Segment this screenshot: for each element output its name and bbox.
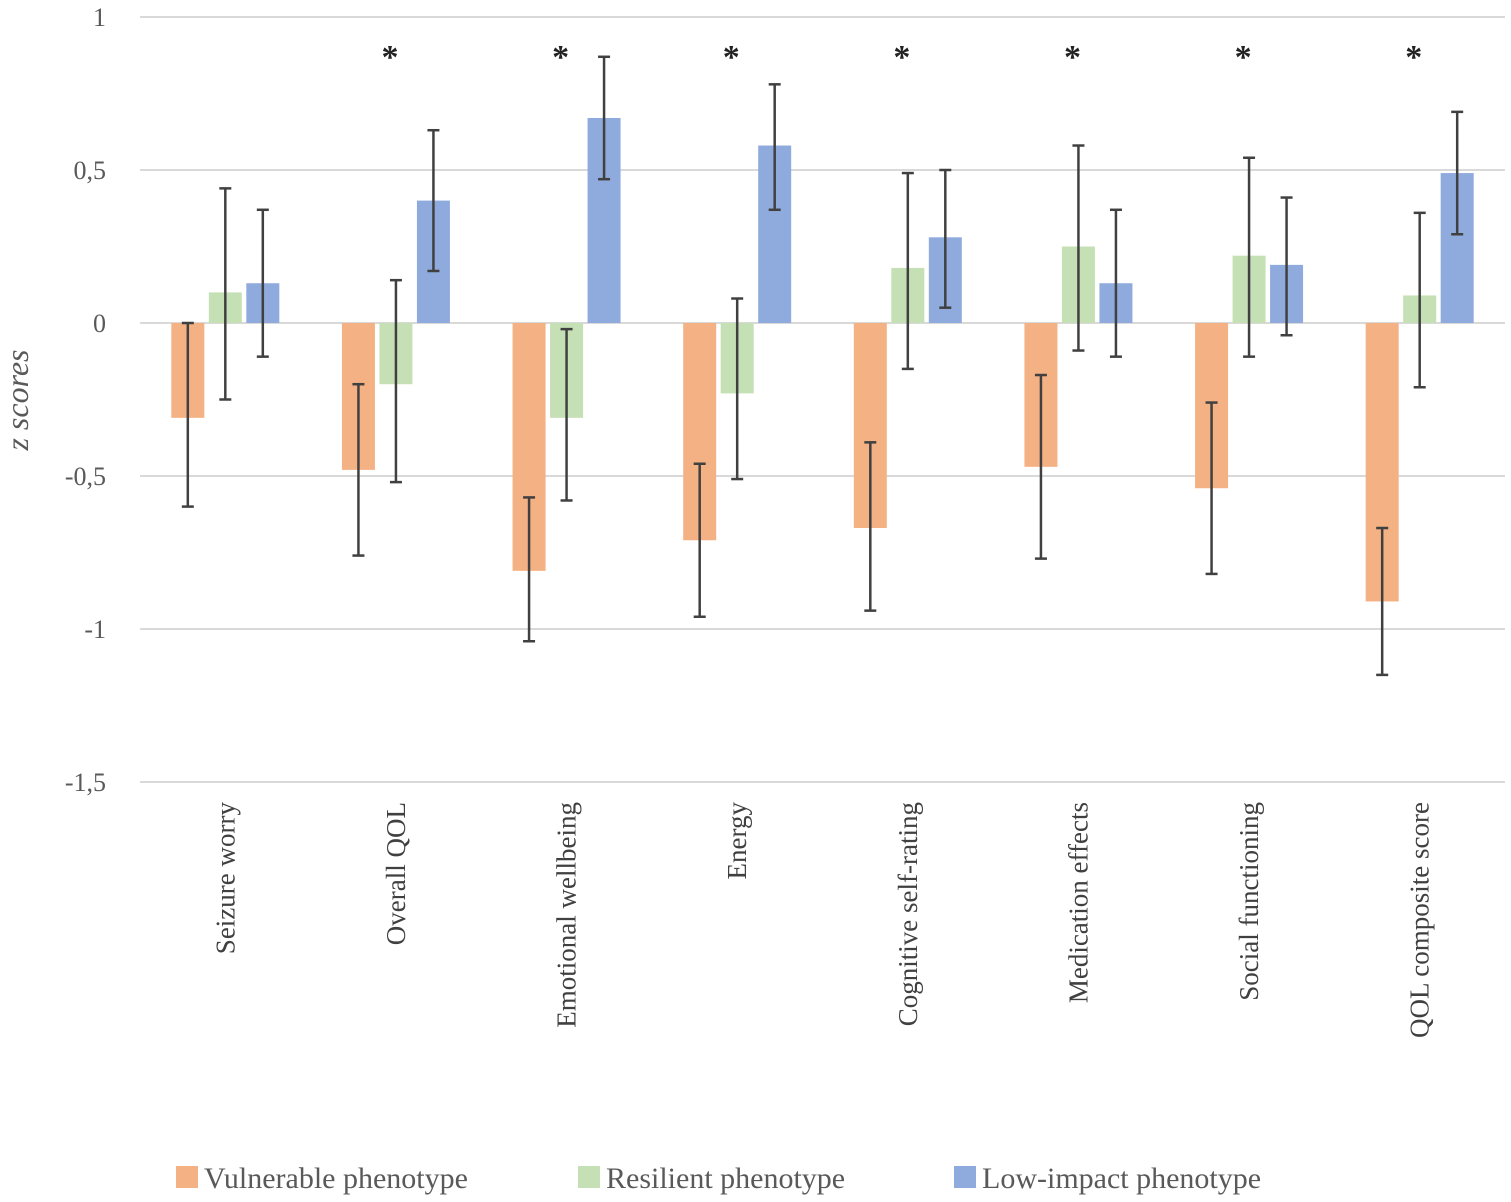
y-tick-label: 0,5 xyxy=(74,156,107,185)
significance-asterisk: * xyxy=(1064,39,1081,76)
legend-swatch xyxy=(176,1166,198,1188)
legend-label: Vulnerable phenotype xyxy=(204,1162,468,1195)
x-tick-label: Overall QOL xyxy=(381,802,411,945)
significance-asterisk: * xyxy=(552,39,569,76)
x-tick-label: Energy xyxy=(722,802,752,880)
bars xyxy=(171,117,1474,602)
x-tick-label: Seizure worry xyxy=(210,802,240,955)
significance-asterisk: * xyxy=(1405,39,1422,76)
legend: Vulnerable phenotype Resilient phenotype L… xyxy=(176,1162,1261,1195)
legend-swatch xyxy=(954,1166,976,1188)
x-tick-label: Medication effects xyxy=(1063,802,1093,1003)
significance-asterisk: * xyxy=(1235,39,1252,76)
significance-markers: * * * * * * * xyxy=(381,39,1422,76)
y-tick-label: -1 xyxy=(84,615,106,644)
x-tick-label: Emotional wellbeing xyxy=(552,802,582,1028)
error-bars xyxy=(181,55,1464,677)
y-tick-label: -1,5 xyxy=(65,768,106,797)
y-tick-label: -0,5 xyxy=(65,462,106,491)
x-tick-label: Social functioning xyxy=(1234,802,1264,1001)
x-tick-label: Cognitive self-rating xyxy=(893,802,923,1026)
x-axis-labels: Seizure worry Overall QOL Emotional wellbe… xyxy=(210,802,1434,1038)
legend-swatch xyxy=(578,1166,600,1188)
y-tick-label: 0 xyxy=(93,309,106,338)
y-axis-label: z scores xyxy=(0,349,35,451)
legend-label: Low-impact phenotype xyxy=(982,1162,1261,1195)
y-axis-ticks: 1 0,5 0 -0,5 -1 -1,5 xyxy=(65,3,106,797)
significance-asterisk: * xyxy=(723,39,740,76)
legend-label: Resilient phenotype xyxy=(606,1162,845,1195)
significance-asterisk: * xyxy=(893,39,910,76)
x-tick-label: QOL composite score xyxy=(1405,802,1435,1038)
y-tick-label: 1 xyxy=(93,3,106,32)
significance-asterisk: * xyxy=(381,39,398,76)
